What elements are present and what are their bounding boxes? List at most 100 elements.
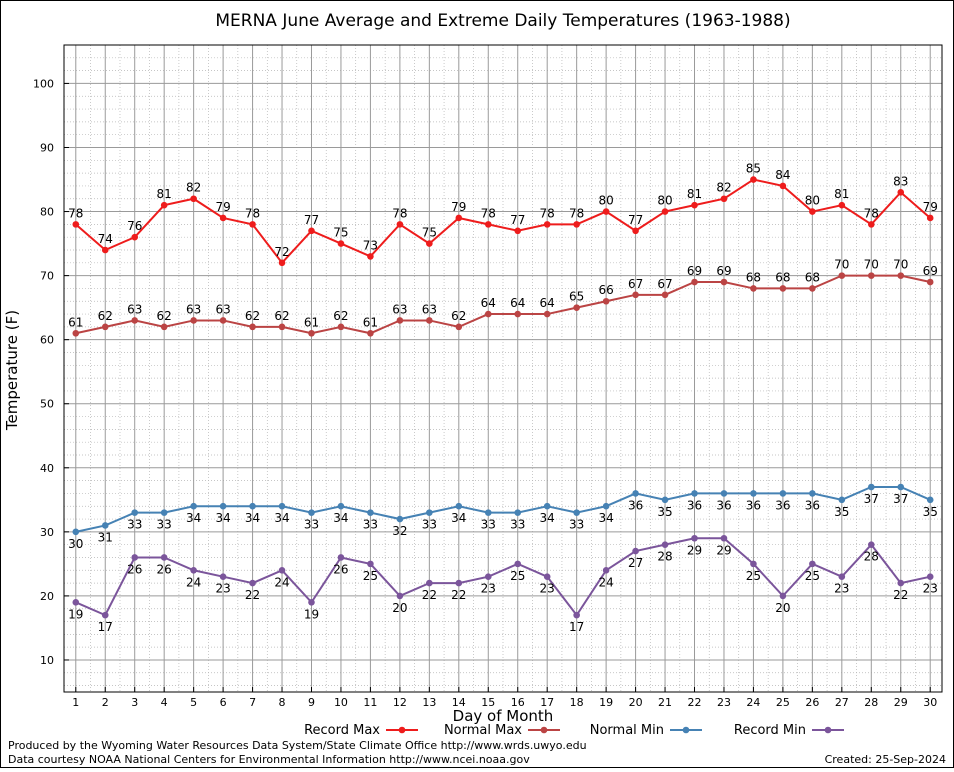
record-min-point [573, 611, 580, 619]
y-tick-label: 20 [40, 590, 54, 603]
record-max-point [632, 227, 639, 235]
normal-max-data-label: 64 [540, 296, 555, 310]
normal-min-point [897, 483, 905, 491]
x-tick-label: 15 [481, 696, 495, 709]
normal-min-data-label: 34 [274, 511, 289, 525]
record-min-data-label: 17 [569, 620, 584, 634]
record-min-point [160, 554, 168, 561]
record-max-data-label: 75 [333, 226, 348, 240]
normal-max-data-label: 65 [569, 290, 584, 304]
record-min-point [602, 566, 610, 574]
normal-max-point [426, 317, 433, 324]
record-min-point [779, 592, 787, 600]
normal-min-point [219, 502, 227, 510]
normal-max-point [750, 285, 757, 292]
record-min-data-label: 23 [923, 582, 938, 596]
record-max-point [101, 246, 109, 254]
record-min-data-label: 22 [451, 588, 466, 602]
normal-min-point [455, 502, 463, 510]
normal-max-point [720, 278, 728, 286]
x-tick-label: 13 [422, 696, 436, 709]
record-max-point [455, 214, 463, 222]
normal-min-data-label: 33 [569, 518, 584, 532]
x-tick-label: 4 [161, 696, 168, 709]
normal-max-data-label: 67 [657, 277, 672, 291]
normal-min-data-label: 36 [687, 498, 702, 512]
record-min-data-label: 19 [68, 607, 83, 621]
record-min-data-label: 29 [687, 543, 702, 557]
normal-max-data-label: 69 [687, 264, 702, 278]
x-tick-label: 14 [452, 696, 466, 709]
normal-min-data-label: 36 [628, 498, 643, 512]
y-axis-title: Temperature (F) [3, 310, 21, 431]
legend-label-normal-min: Normal Min [590, 723, 664, 738]
normal-max-point [602, 297, 610, 305]
record-min-point [190, 566, 197, 574]
normal-max-data-label: 68 [746, 270, 761, 284]
record-max-data-label: 80 [598, 194, 613, 208]
record-min-point [219, 573, 227, 580]
record-max-data-label: 80 [805, 194, 820, 208]
x-tick-label: 19 [599, 696, 613, 709]
normal-min-data-label: 33 [481, 518, 496, 532]
x-tick-label: 20 [629, 696, 643, 709]
record-max-data-label: 77 [628, 213, 643, 227]
normal-min-point [602, 502, 610, 510]
record-max-point [190, 195, 197, 203]
record-max-data-label: 78 [569, 206, 584, 220]
normal-min-point [632, 490, 639, 497]
normal-min-data-label: 34 [540, 511, 555, 525]
normal-max-point [308, 329, 315, 337]
normal-max-data-label: 68 [775, 270, 790, 284]
normal-max-data-label: 70 [834, 258, 849, 272]
x-tick-label: 1 [72, 696, 79, 709]
normal-max-data-label: 62 [333, 309, 348, 323]
normal-min-data-label: 33 [127, 518, 142, 532]
normal-max-data-label: 68 [805, 270, 820, 284]
record-max-point [396, 221, 404, 228]
record-min-data-label: 20 [775, 601, 790, 615]
normal-min-data-label: 34 [245, 511, 260, 525]
x-tick-label: 26 [805, 696, 819, 709]
record-min-data-label: 22 [422, 588, 437, 602]
normal-max-point [455, 323, 463, 331]
normal-min-point [809, 490, 816, 497]
normal-max-point [219, 317, 227, 324]
record-min-point [838, 573, 846, 580]
normal-min-data-label: 33 [304, 518, 319, 532]
record-max-data-label: 75 [422, 226, 437, 240]
normal-max-point [249, 323, 256, 331]
normal-min-data-label: 34 [186, 511, 201, 525]
normal-min-data-label: 34 [215, 511, 230, 525]
normal-min-data-label: 37 [864, 492, 879, 506]
normal-min-point [396, 515, 404, 523]
record-min-point [691, 534, 698, 542]
record-min-point [367, 560, 374, 568]
record-max-point [278, 259, 286, 267]
normal-max-data-label: 69 [716, 264, 731, 278]
record-max-point [809, 208, 816, 215]
x-tick-label: 8 [279, 696, 286, 709]
plot-frame [63, 44, 943, 693]
normal-min-point [838, 496, 846, 504]
y-tick-label: 10 [40, 654, 54, 667]
x-axis-title: Day of Month [453, 707, 554, 725]
x-tick-label: 12 [393, 696, 407, 709]
record-min-point [278, 566, 286, 574]
x-tick-label: 3 [131, 696, 138, 709]
normal-min-point [308, 509, 315, 516]
record-min-data-label: 20 [392, 601, 407, 615]
x-tick-label: 16 [511, 696, 525, 709]
record-max-data-label: 85 [746, 162, 761, 176]
record-min-point [249, 579, 256, 587]
x-tick-label: 21 [658, 696, 672, 709]
record-min-point [720, 534, 728, 542]
record-min-point [809, 560, 816, 568]
y-tick-label: 30 [40, 526, 54, 539]
record-max-data-label: 74 [98, 232, 113, 246]
record-min-data-label: 17 [98, 620, 113, 634]
normal-max-data-label: 63 [392, 302, 407, 316]
normal-min-point [720, 490, 728, 497]
normal-max-point [838, 272, 846, 279]
record-max-point [337, 240, 345, 247]
